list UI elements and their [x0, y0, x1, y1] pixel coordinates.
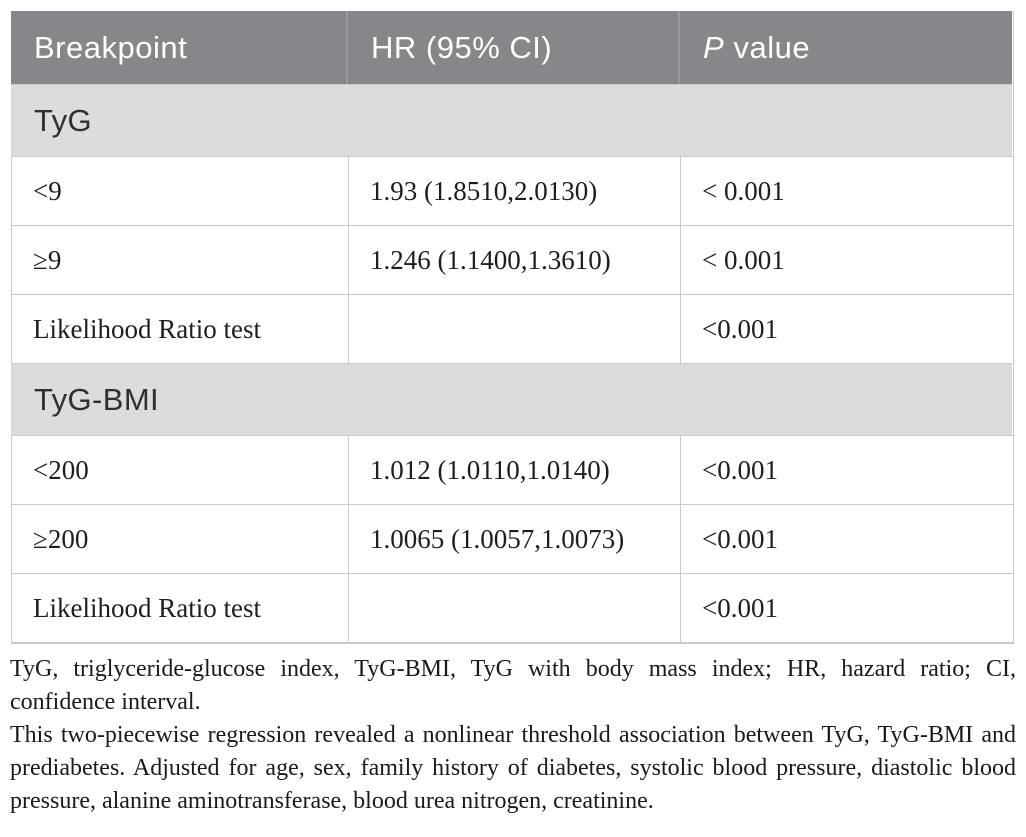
cell-hr-ci [349, 295, 681, 363]
table-footnotes: TyG, triglyceride-glucose index, TyG-BMI… [10, 653, 1016, 818]
section-label: TyG [34, 102, 93, 138]
table-row: Likelihood Ratio test <0.001 [12, 573, 1013, 642]
cell-p-value: < 0.001 [702, 244, 785, 275]
cell-breakpoint: <200 [12, 436, 349, 504]
table-row: Likelihood Ratio test <0.001 [12, 294, 1013, 363]
table-row: <200 1.012 (1.0110,1.0140) <0.001 [12, 435, 1013, 504]
cell-hr-ci [349, 574, 681, 642]
header-hr-ci: HR (95% CI) [348, 11, 680, 84]
section-label: TyG-BMI [34, 381, 160, 417]
cell-breakpoint: Likelihood Ratio test [12, 295, 349, 363]
table-row: <9 1.93 (1.8510,2.0130) < 0.001 [12, 156, 1013, 225]
footnote-abbreviations: TyG, triglyceride-glucose index, TyG-BMI… [10, 656, 1016, 715]
cell-breakpoint: <9 [12, 157, 349, 225]
table-row: ≥9 1.246 (1.1400,1.3610) < 0.001 [12, 225, 1013, 294]
section-row-tyg-bmi: TyG-BMI [11, 363, 1012, 435]
cell-hr-ci: 1.246 (1.1400,1.3610) [349, 226, 681, 294]
cell-p-value: <0.001 [702, 313, 778, 344]
footnote-description: This two-piecewise regression revealed a… [10, 722, 1016, 814]
cell-breakpoint: ≥9 [12, 226, 349, 294]
header-breakpoint: Breakpoint [11, 11, 348, 84]
cell-p-value: < 0.001 [702, 175, 785, 206]
cell-hr-ci: 1.93 (1.8510,2.0130) [349, 157, 681, 225]
cell-hr-ci: 1.012 (1.0110,1.0140) [349, 436, 681, 504]
p-value-rest: value [733, 29, 811, 65]
cell-p-value: <0.001 [702, 454, 778, 485]
cell-hr-ci: 1.0065 (1.0057,1.0073) [349, 505, 681, 573]
cell-p-value: <0.001 [702, 523, 778, 554]
cell-p-value: <0.001 [702, 592, 778, 623]
table-row: ≥200 1.0065 (1.0057,1.0073) <0.001 [12, 504, 1013, 573]
cell-breakpoint: Likelihood Ratio test [12, 574, 349, 642]
p-value-italic: P [703, 29, 725, 65]
section-row-tyg: TyG [11, 84, 1012, 156]
cell-breakpoint: ≥200 [12, 505, 349, 573]
